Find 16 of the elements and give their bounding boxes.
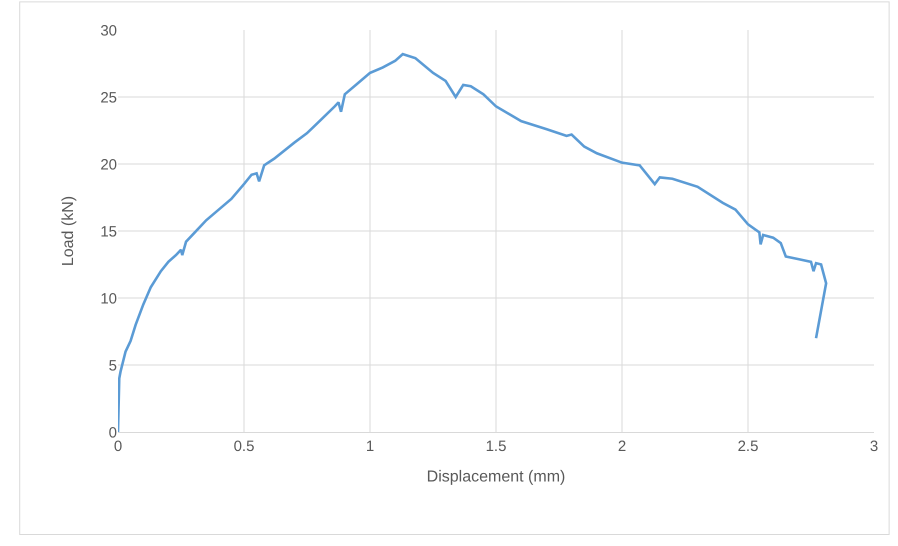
x-tick-label: 2.5	[738, 438, 758, 455]
x-axis-title: Displacement (mm)	[426, 468, 566, 486]
y-tick-label: 30	[100, 22, 117, 40]
y-tick-label: 15	[100, 223, 117, 240]
y-tick-label: 10	[100, 290, 117, 308]
x-tick-label: 2	[618, 438, 626, 455]
x-tick-label: 3	[870, 438, 878, 455]
y-tick-label: 25	[100, 89, 117, 106]
x-tick-label: 0.5	[234, 438, 254, 455]
y-tick-label: 0	[108, 424, 117, 442]
y-tick-label: 5	[108, 357, 117, 374]
line-series	[118, 52, 828, 432]
y-axis-title: Load (kN)	[60, 196, 78, 266]
x-tick-label: 1	[366, 438, 374, 455]
y-tick-label: 20	[100, 156, 117, 174]
x-tick-label: 1.5	[486, 438, 506, 455]
